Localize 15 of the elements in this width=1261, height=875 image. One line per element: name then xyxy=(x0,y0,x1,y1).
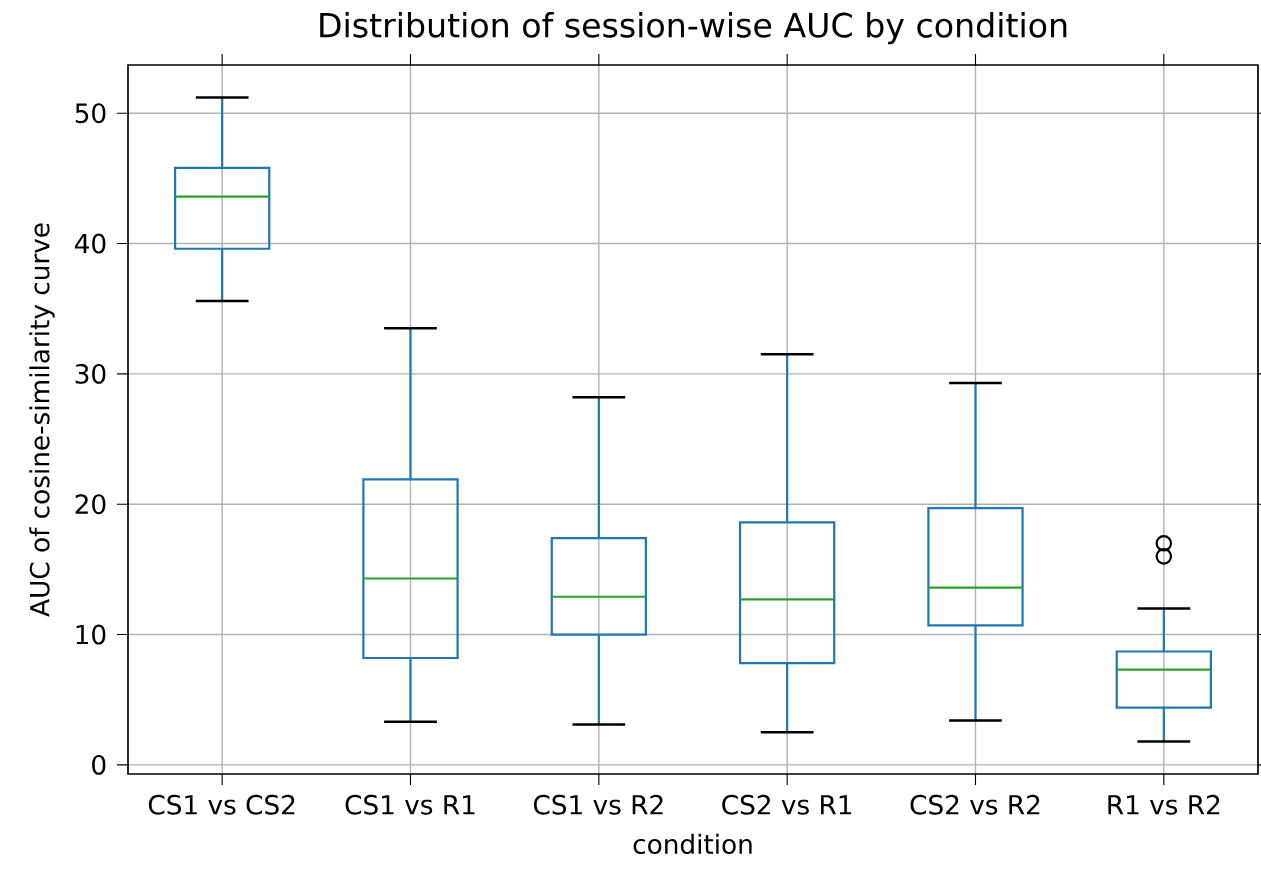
y-tick-label: 10 xyxy=(76,624,106,645)
x-tick-label: CS2 vs R1 xyxy=(722,794,852,815)
y-tick-label: 50 xyxy=(75,103,106,124)
y-tick-label: 20 xyxy=(75,494,106,515)
x-tick-label: CS1 vs R1 xyxy=(345,794,475,815)
x-axis-title: condition xyxy=(633,833,752,855)
y-tick-label: 0 xyxy=(92,754,106,775)
y-axis-title: AUC of cosine-similarity curve xyxy=(29,223,55,617)
y-tick-label: 40 xyxy=(75,233,106,254)
x-tick-label: R1 vs R2 xyxy=(1108,794,1220,815)
x-tick-label: CS1 vs R2 xyxy=(533,794,663,815)
x-tick-label: CS2 vs R2 xyxy=(910,794,1040,815)
chart-title: Distribution of session-wise AUC by condition xyxy=(320,12,1067,45)
x-tick-label: CS1 vs CS2 xyxy=(148,794,295,815)
y-tick-label: 30 xyxy=(75,363,106,384)
